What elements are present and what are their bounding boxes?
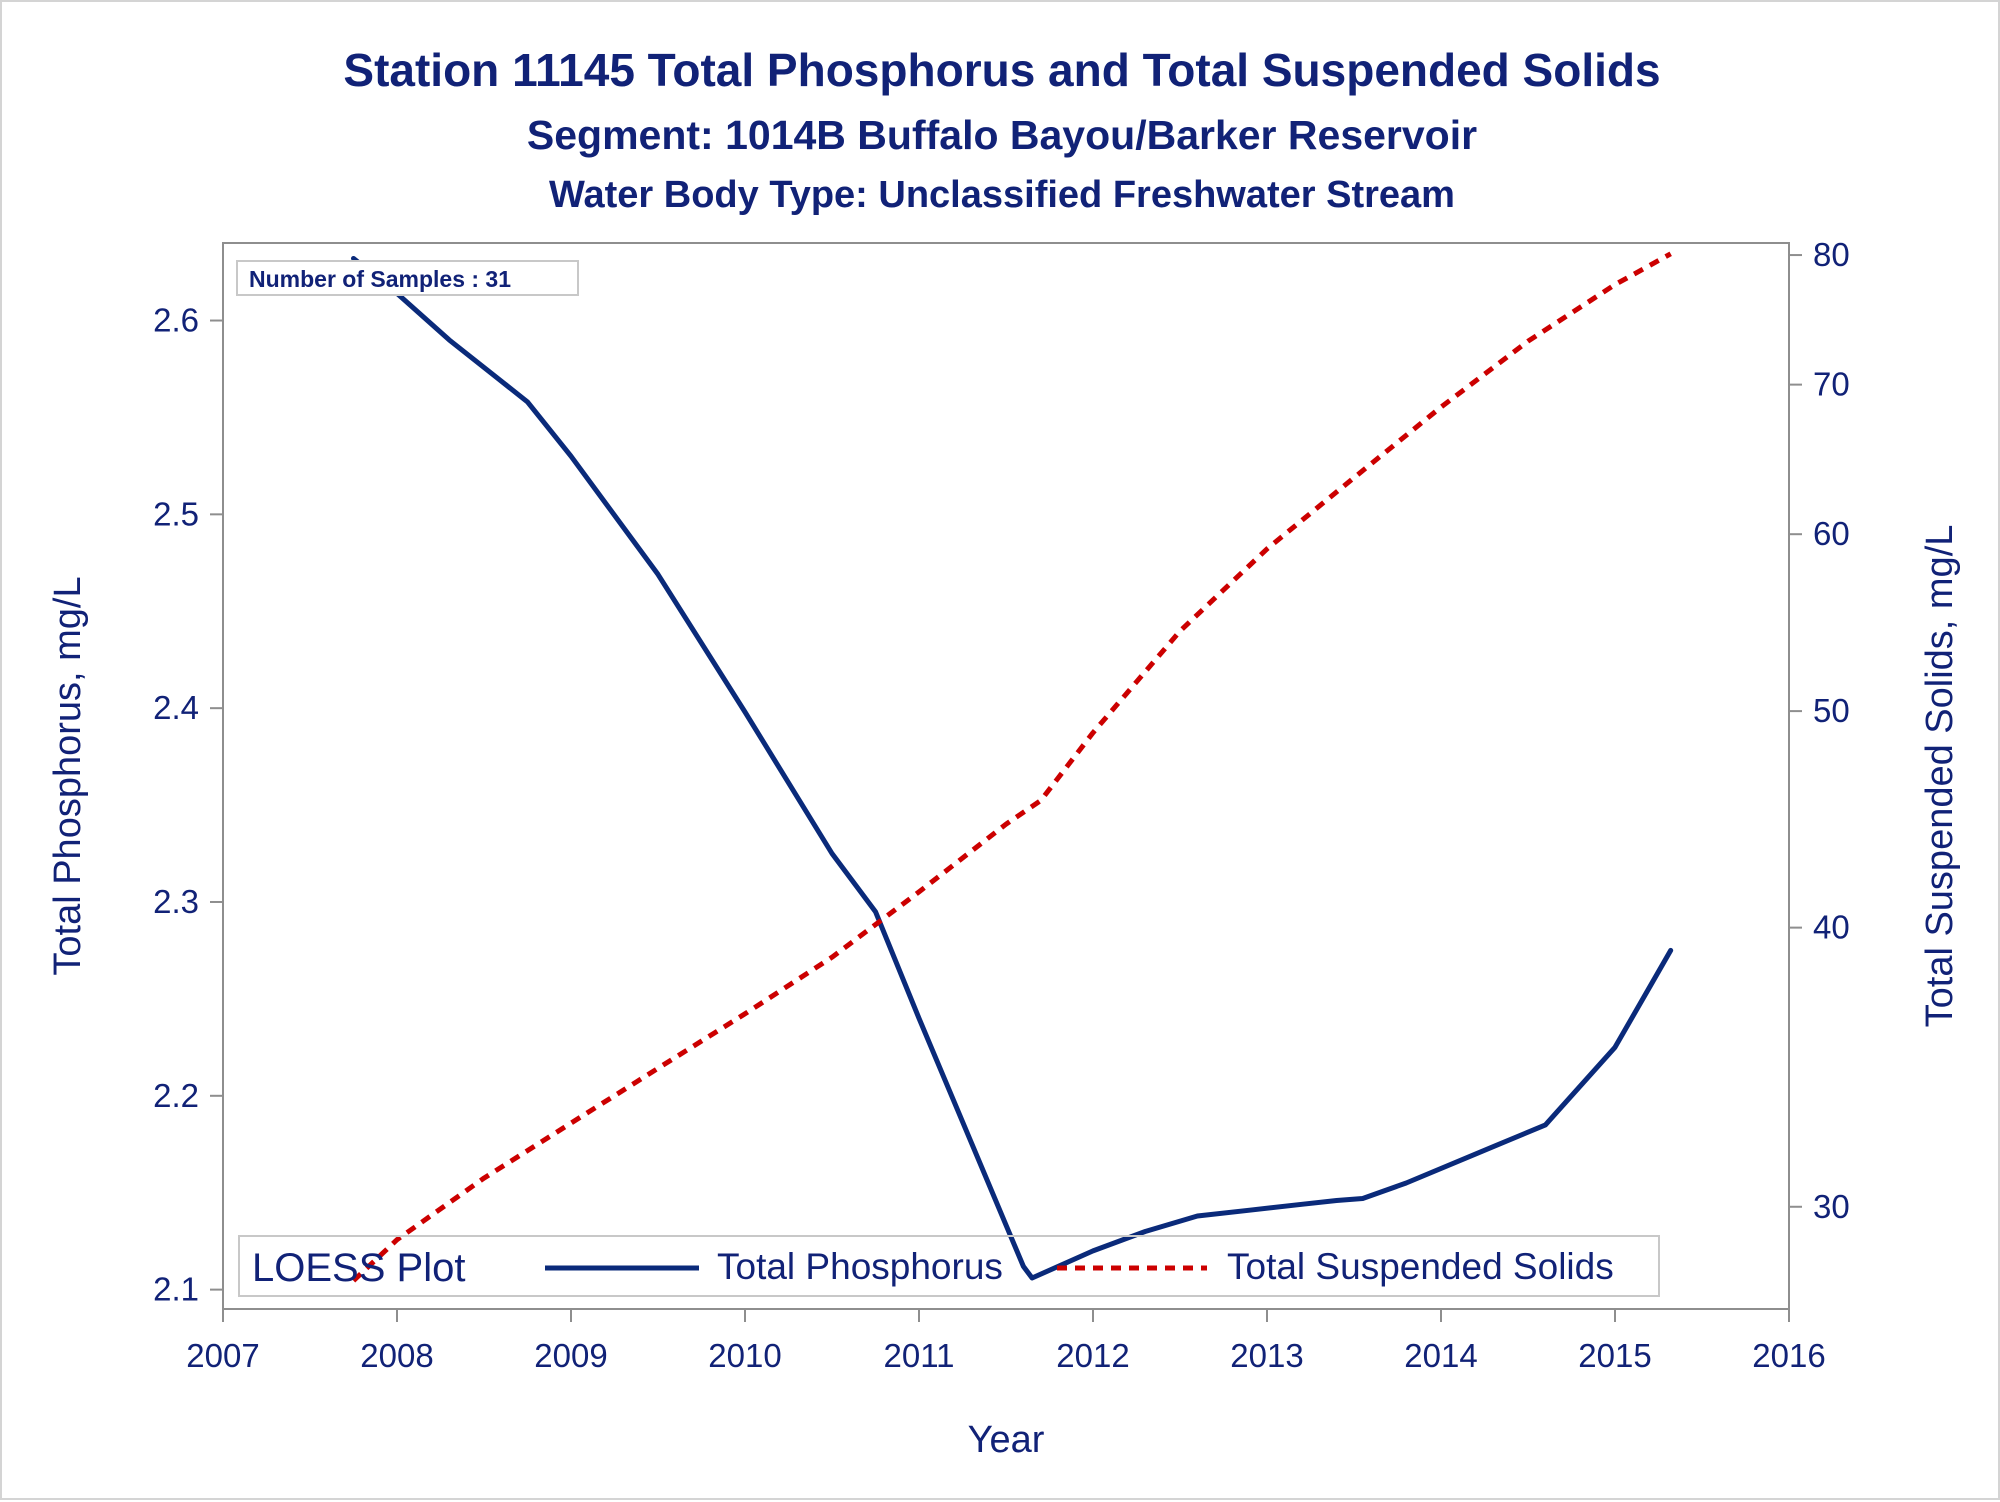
y2-tick-label-80: 80 (1813, 236, 1850, 273)
series-line-total-phosphorus (351, 256, 1674, 1281)
plot-area (222, 242, 1790, 1310)
y-tick-label-2.4: 2.4 (153, 689, 199, 726)
series-layer (351, 251, 1674, 1283)
chart-title: Station 11145 Total Phosphorus and Total… (343, 44, 1660, 96)
y2-tick-label-40: 40 (1813, 909, 1850, 946)
x-tick-label-2007: 2007 (186, 1337, 259, 1374)
x-tick-label-2009: 2009 (534, 1337, 607, 1374)
x-tick-label-2016: 2016 (1752, 1337, 1825, 1374)
x-tick-label-2013: 2013 (1230, 1337, 1303, 1374)
y-tick-label-2.3: 2.3 (153, 883, 199, 920)
y-axis-label: Total Phosphorus, mg/L (47, 576, 89, 975)
y2-tick-label-70: 70 (1813, 366, 1850, 403)
y-axis-left: 2.1 2.2 2.3 2.4 2.5 2.6 (153, 302, 223, 1308)
x-tick-label-2015: 2015 (1578, 1337, 1651, 1374)
y-tick-label-2.6: 2.6 (153, 302, 199, 339)
y2-tick-label-50: 50 (1813, 692, 1850, 729)
y-axis-right: 30 40 50 60 70 80 (1789, 236, 1850, 1225)
legend-entry-suspended-solids: Total Suspended Solids (1227, 1246, 1614, 1287)
x-tick-label-2010: 2010 (708, 1337, 781, 1374)
x-axis-label: Year (968, 1419, 1045, 1461)
y-tick-label-2.5: 2.5 (153, 495, 199, 532)
legend-entry-phosphorus: Total Phosphorus (717, 1246, 1003, 1287)
y2-tick-label-30: 30 (1813, 1188, 1850, 1225)
sample-count-text: Number of Samples : 31 (249, 266, 511, 292)
y2-tick-label-60: 60 (1813, 515, 1850, 552)
x-tick-label-2012: 2012 (1056, 1337, 1129, 1374)
sample-count-box: Number of Samples : 31 (236, 260, 579, 296)
chart-subtitle: Segment: 1014B Buffalo Bayou/Barker Rese… (527, 112, 1477, 158)
y-tick-label-2.2: 2.2 (153, 1077, 199, 1114)
sample-count-box-border (236, 260, 579, 296)
legend-box (238, 1235, 1660, 1297)
x-tick-label-2014: 2014 (1404, 1337, 1477, 1374)
x-tick-label-2008: 2008 (360, 1337, 433, 1374)
x-axis: 2007 2008 2009 2010 2011 2012 2013 2014 2015 2016 (186, 1309, 1826, 1374)
legend-title: LOESS Plot (252, 1246, 465, 1290)
y2-axis-label: Total Suspended Solids, mg/L (1919, 525, 1961, 1028)
y-tick-label-2.1: 2.1 (153, 1271, 199, 1308)
chart-subtitle-2: Water Body Type: Unclassified Freshwater… (549, 174, 1455, 216)
legend: LOESS Plot Total Phosphorus Total Suspen… (238, 1235, 1660, 1297)
series-line-total-suspended-solids (351, 251, 1672, 1283)
x-tick-label-2011: 2011 (884, 1337, 955, 1374)
